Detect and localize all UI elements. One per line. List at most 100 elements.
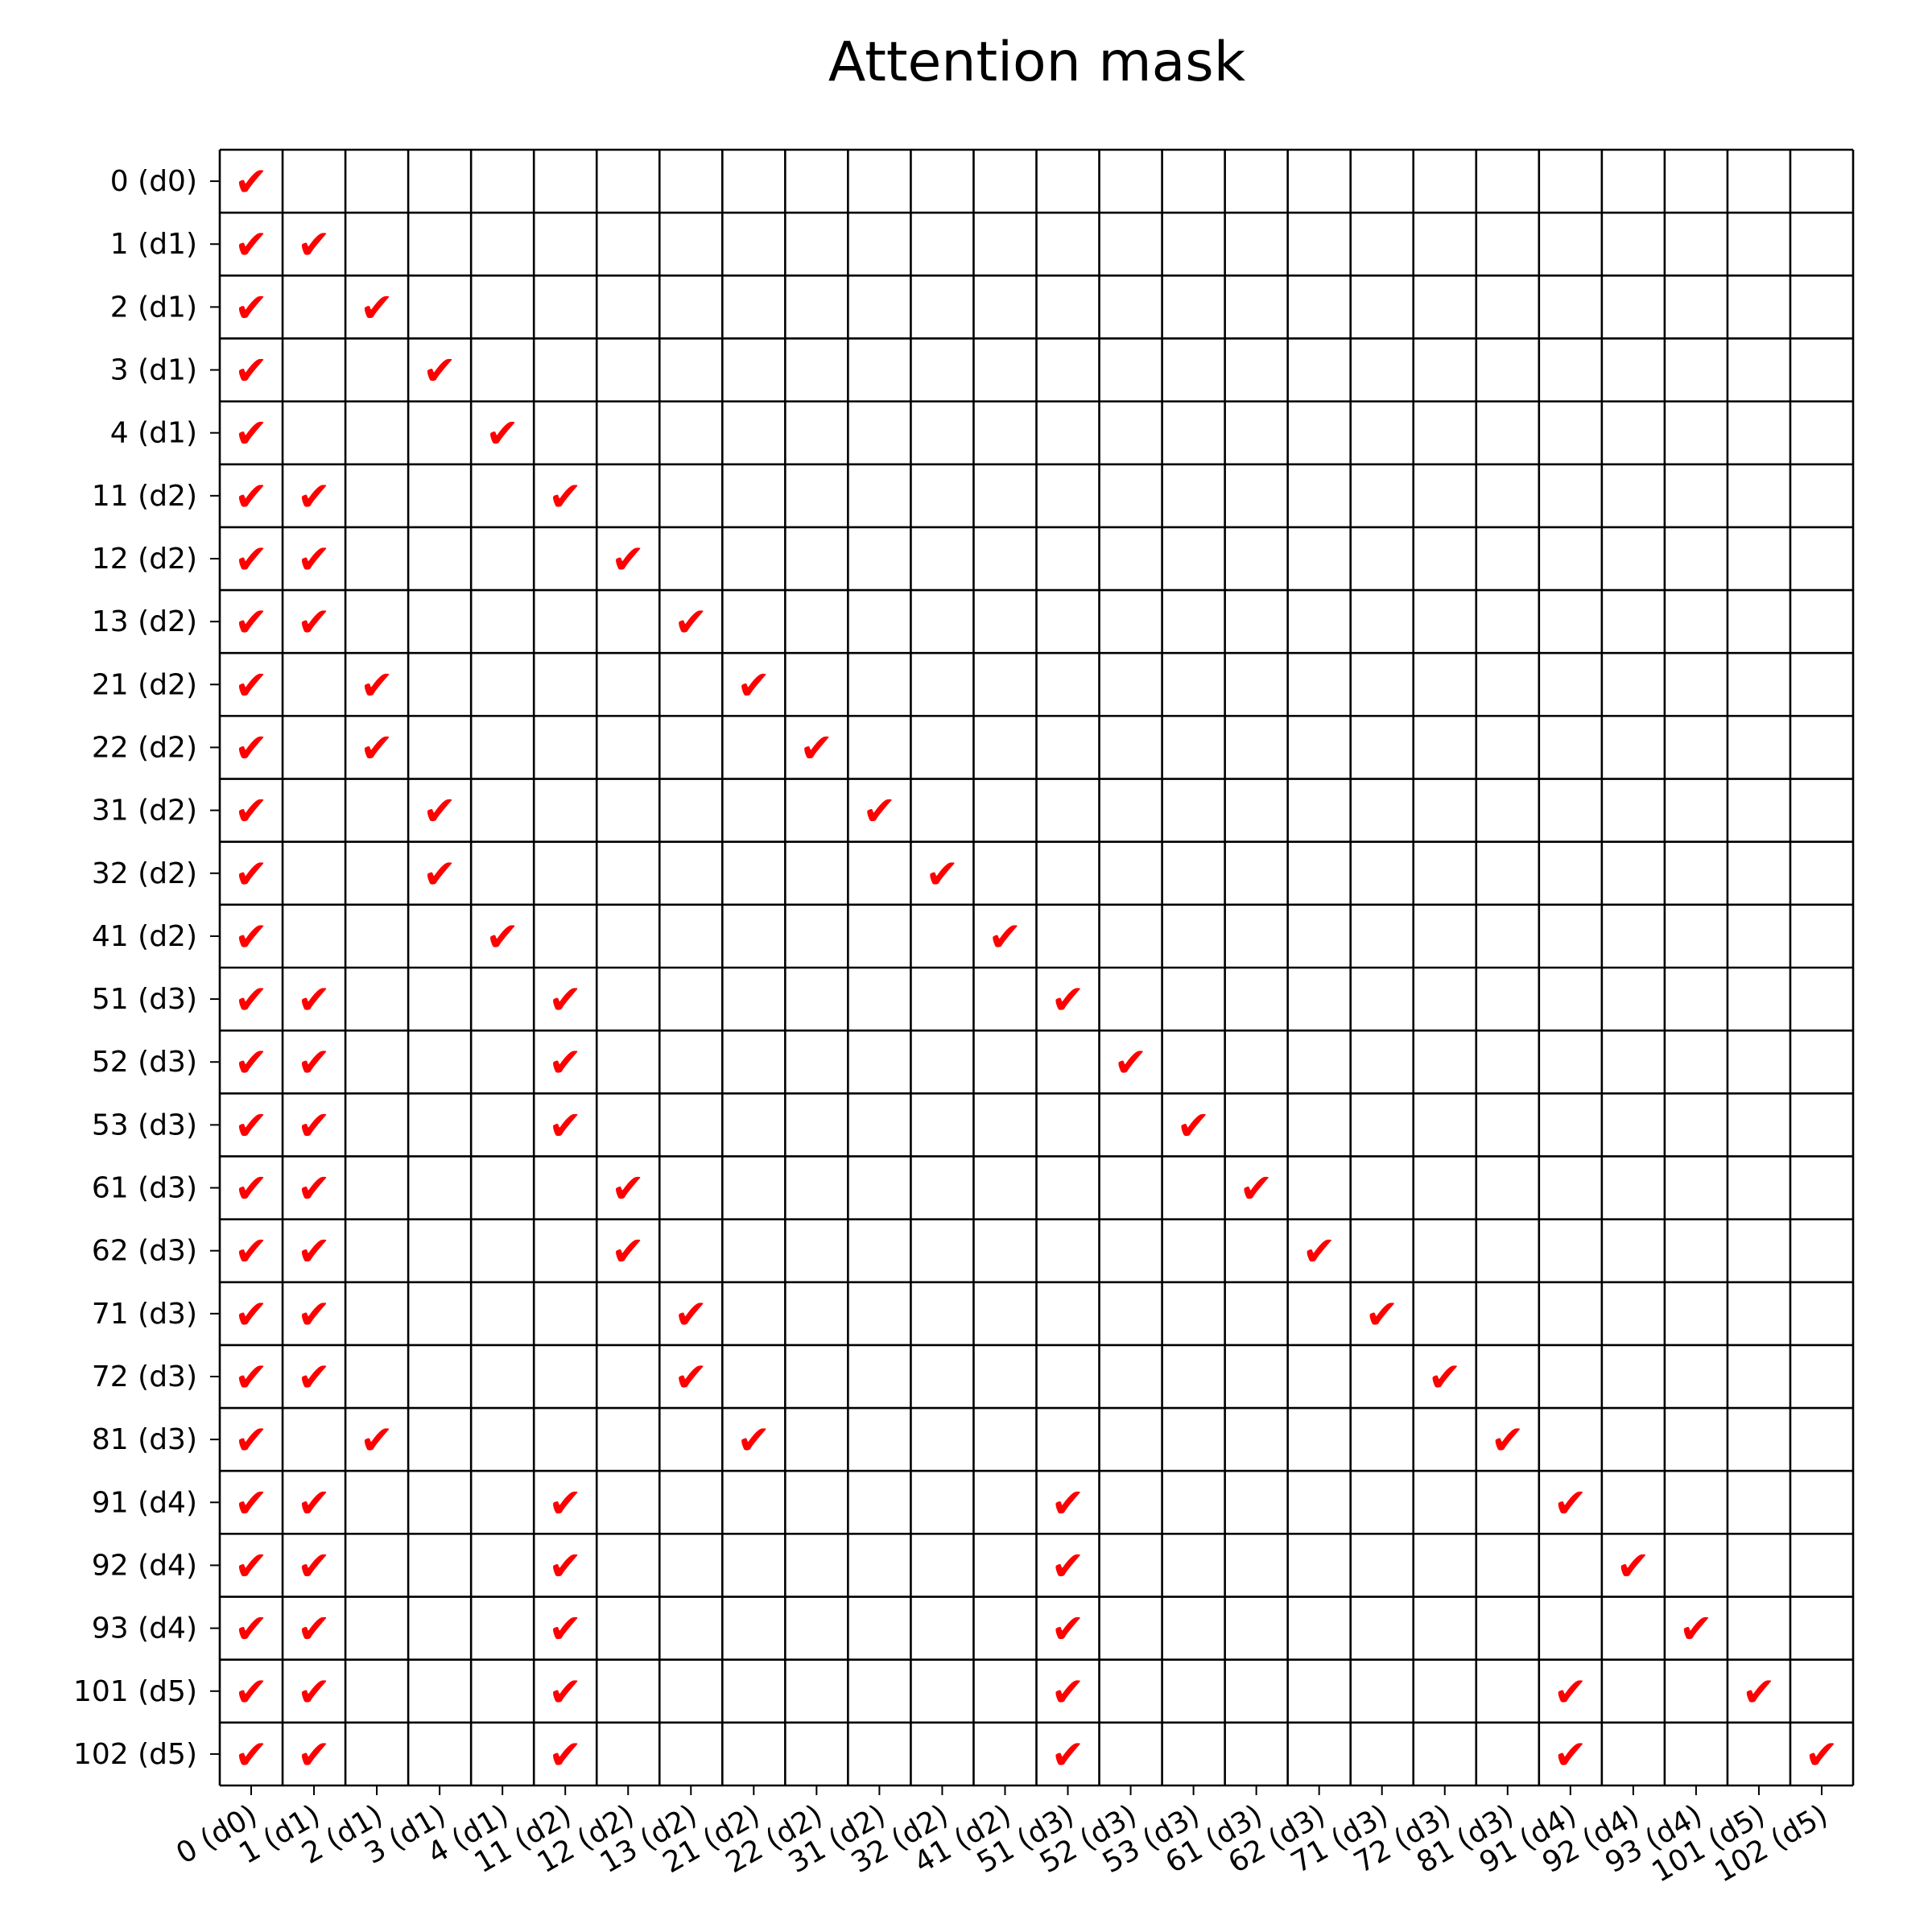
mask-checkmark: ✔ [234,1606,268,1653]
mask-checkmark: ✔ [799,724,833,771]
mask-checkmark: ✔ [234,724,268,771]
y-tick-label: 81 (d3) [92,1423,197,1456]
mask-checkmark: ✔ [737,662,770,708]
mask-checkmark: ✔ [297,1354,331,1401]
mask-checkmark: ✔ [297,976,331,1023]
mask-checkmark: ✔ [1742,1669,1776,1715]
mask-checkmark: ✔ [297,1669,331,1715]
mask-checkmark: ✔ [548,1102,582,1149]
y-tick-label: 51 (d3) [92,983,197,1016]
mask-checkmark: ✔ [297,1606,331,1653]
mask-checkmark: ✔ [234,1102,268,1149]
mask-checkmark: ✔ [234,1354,268,1401]
y-tick-label: 12 (d2) [92,543,197,576]
mask-checkmark: ✔ [423,788,456,835]
y-tick-label: 71 (d3) [92,1298,197,1331]
y-tick-label: 21 (d2) [92,668,197,701]
mask-checkmark: ✔ [737,1417,770,1463]
mask-checkmark: ✔ [1114,1039,1148,1086]
mask-checkmark: ✔ [297,1542,331,1589]
mask-checkmark: ✔ [1051,1732,1085,1778]
mask-checkmark: ✔ [548,1669,582,1715]
mask-checkmark: ✔ [234,1166,268,1212]
y-tick-label: 31 (d2) [92,795,197,828]
mask-checkmark: ✔ [297,1102,331,1149]
mask-checkmark: ✔ [297,473,331,520]
mask-checkmark: ✔ [234,284,268,331]
mask-checkmark: ✔ [234,1732,268,1778]
mask-checkmark: ✔ [485,411,519,457]
mask-checkmark: ✔ [674,1354,708,1401]
mask-checkmark: ✔ [234,1480,268,1526]
mask-checkmark: ✔ [1177,1102,1211,1149]
mask-checkmark: ✔ [1302,1228,1336,1275]
y-tick-label: 3 (d1) [110,354,197,387]
mask-checkmark: ✔ [234,851,268,898]
y-tick-label: 32 (d2) [92,857,197,890]
mask-checkmark: ✔ [1051,1669,1085,1715]
mask-checkmark: ✔ [297,536,331,583]
y-axis-ticks: 0 (d0) 1 (d1) 2 (d1) 3 (d1) 4 (d1) 11 (d2) 12 … [73,165,220,1771]
mask-checkmark: ✔ [674,599,708,646]
y-tick-label: 22 (d2) [92,731,197,764]
mask-checkmark: ✔ [1554,1669,1587,1715]
y-tick-label: 62 (d3) [92,1235,197,1268]
mask-checkmark: ✔ [548,1606,582,1653]
mask-checkmark: ✔ [1365,1291,1399,1338]
y-tick-label: 4 (d1) [110,417,197,450]
mask-checkmark: ✔ [360,724,394,771]
mask-checkmark: ✔ [297,1732,331,1778]
mask-checkmark: ✔ [234,159,268,205]
mask-checkmark: ✔ [234,1542,268,1589]
y-tick-label: 41 (d2) [92,920,197,953]
y-tick-label: 101 (d5) [73,1675,197,1708]
mask-checkmark: ✔ [548,1480,582,1526]
grid-lines [218,148,1855,1787]
mask-checkmark: ✔ [297,1039,331,1086]
mask-marks: ✔ ✔ ✔ ✔ ✔ ✔ ✔ ✔ ✔ ✔ ✔ ✔ ✔ ✔ ✔ ✔ ✔ ✔ ✔ ✔ ✔ ✔ ✔ ✔ ✔ ✔ ✔ ✔ ✔ ✔ ✔ ✔ ✔ ✔ ✔ ✔ ✔ ✔ ✔ ✔… [234,159,1839,1778]
mask-checkmark: ✔ [234,411,268,457]
mask-checkmark: ✔ [1491,1417,1525,1463]
mask-checkmark: ✔ [360,1417,394,1463]
mask-checkmark: ✔ [360,284,394,331]
y-tick-label: 13 (d2) [92,605,197,638]
mask-checkmark: ✔ [485,914,519,960]
y-tick-label: 53 (d3) [92,1108,197,1141]
mask-checkmark: ✔ [297,599,331,646]
y-tick-label: 52 (d3) [92,1046,197,1079]
mask-checkmark: ✔ [297,221,331,268]
mask-checkmark: ✔ [234,348,268,394]
mask-checkmark: ✔ [297,1291,331,1338]
mask-checkmark: ✔ [1679,1606,1713,1653]
y-tick-label: 92 (d4) [92,1549,197,1582]
mask-checkmark: ✔ [234,976,268,1023]
mask-checkmark: ✔ [611,1166,645,1212]
mask-checkmark: ✔ [674,1291,708,1338]
mask-checkmark: ✔ [234,221,268,268]
mask-checkmark: ✔ [548,1039,582,1086]
y-tick-label: 102 (d5) [73,1738,197,1771]
mask-checkmark: ✔ [989,914,1022,960]
mask-checkmark: ✔ [234,788,268,835]
mask-checkmark: ✔ [1051,1542,1085,1589]
mask-checkmark: ✔ [1554,1732,1587,1778]
mask-checkmark: ✔ [234,599,268,646]
y-tick-label: 11 (d2) [92,480,197,513]
mask-checkmark: ✔ [1051,1606,1085,1653]
mask-checkmark: ✔ [234,662,268,708]
mask-checkmark: ✔ [1554,1480,1587,1526]
mask-checkmark: ✔ [234,1417,268,1463]
y-tick-label: 72 (d3) [92,1360,197,1393]
mask-checkmark: ✔ [611,536,645,583]
mask-checkmark: ✔ [423,851,456,898]
mask-checkmark: ✔ [234,536,268,583]
mask-checkmark: ✔ [234,1669,268,1715]
mask-checkmark: ✔ [360,662,394,708]
mask-checkmark: ✔ [1805,1732,1839,1778]
chart-title: Attention mask [828,31,1246,94]
y-tick-label: 93 (d4) [92,1612,197,1645]
mask-checkmark: ✔ [1616,1542,1650,1589]
y-tick-label: 61 (d3) [92,1172,197,1205]
mask-checkmark: ✔ [925,851,959,898]
mask-checkmark: ✔ [234,473,268,520]
